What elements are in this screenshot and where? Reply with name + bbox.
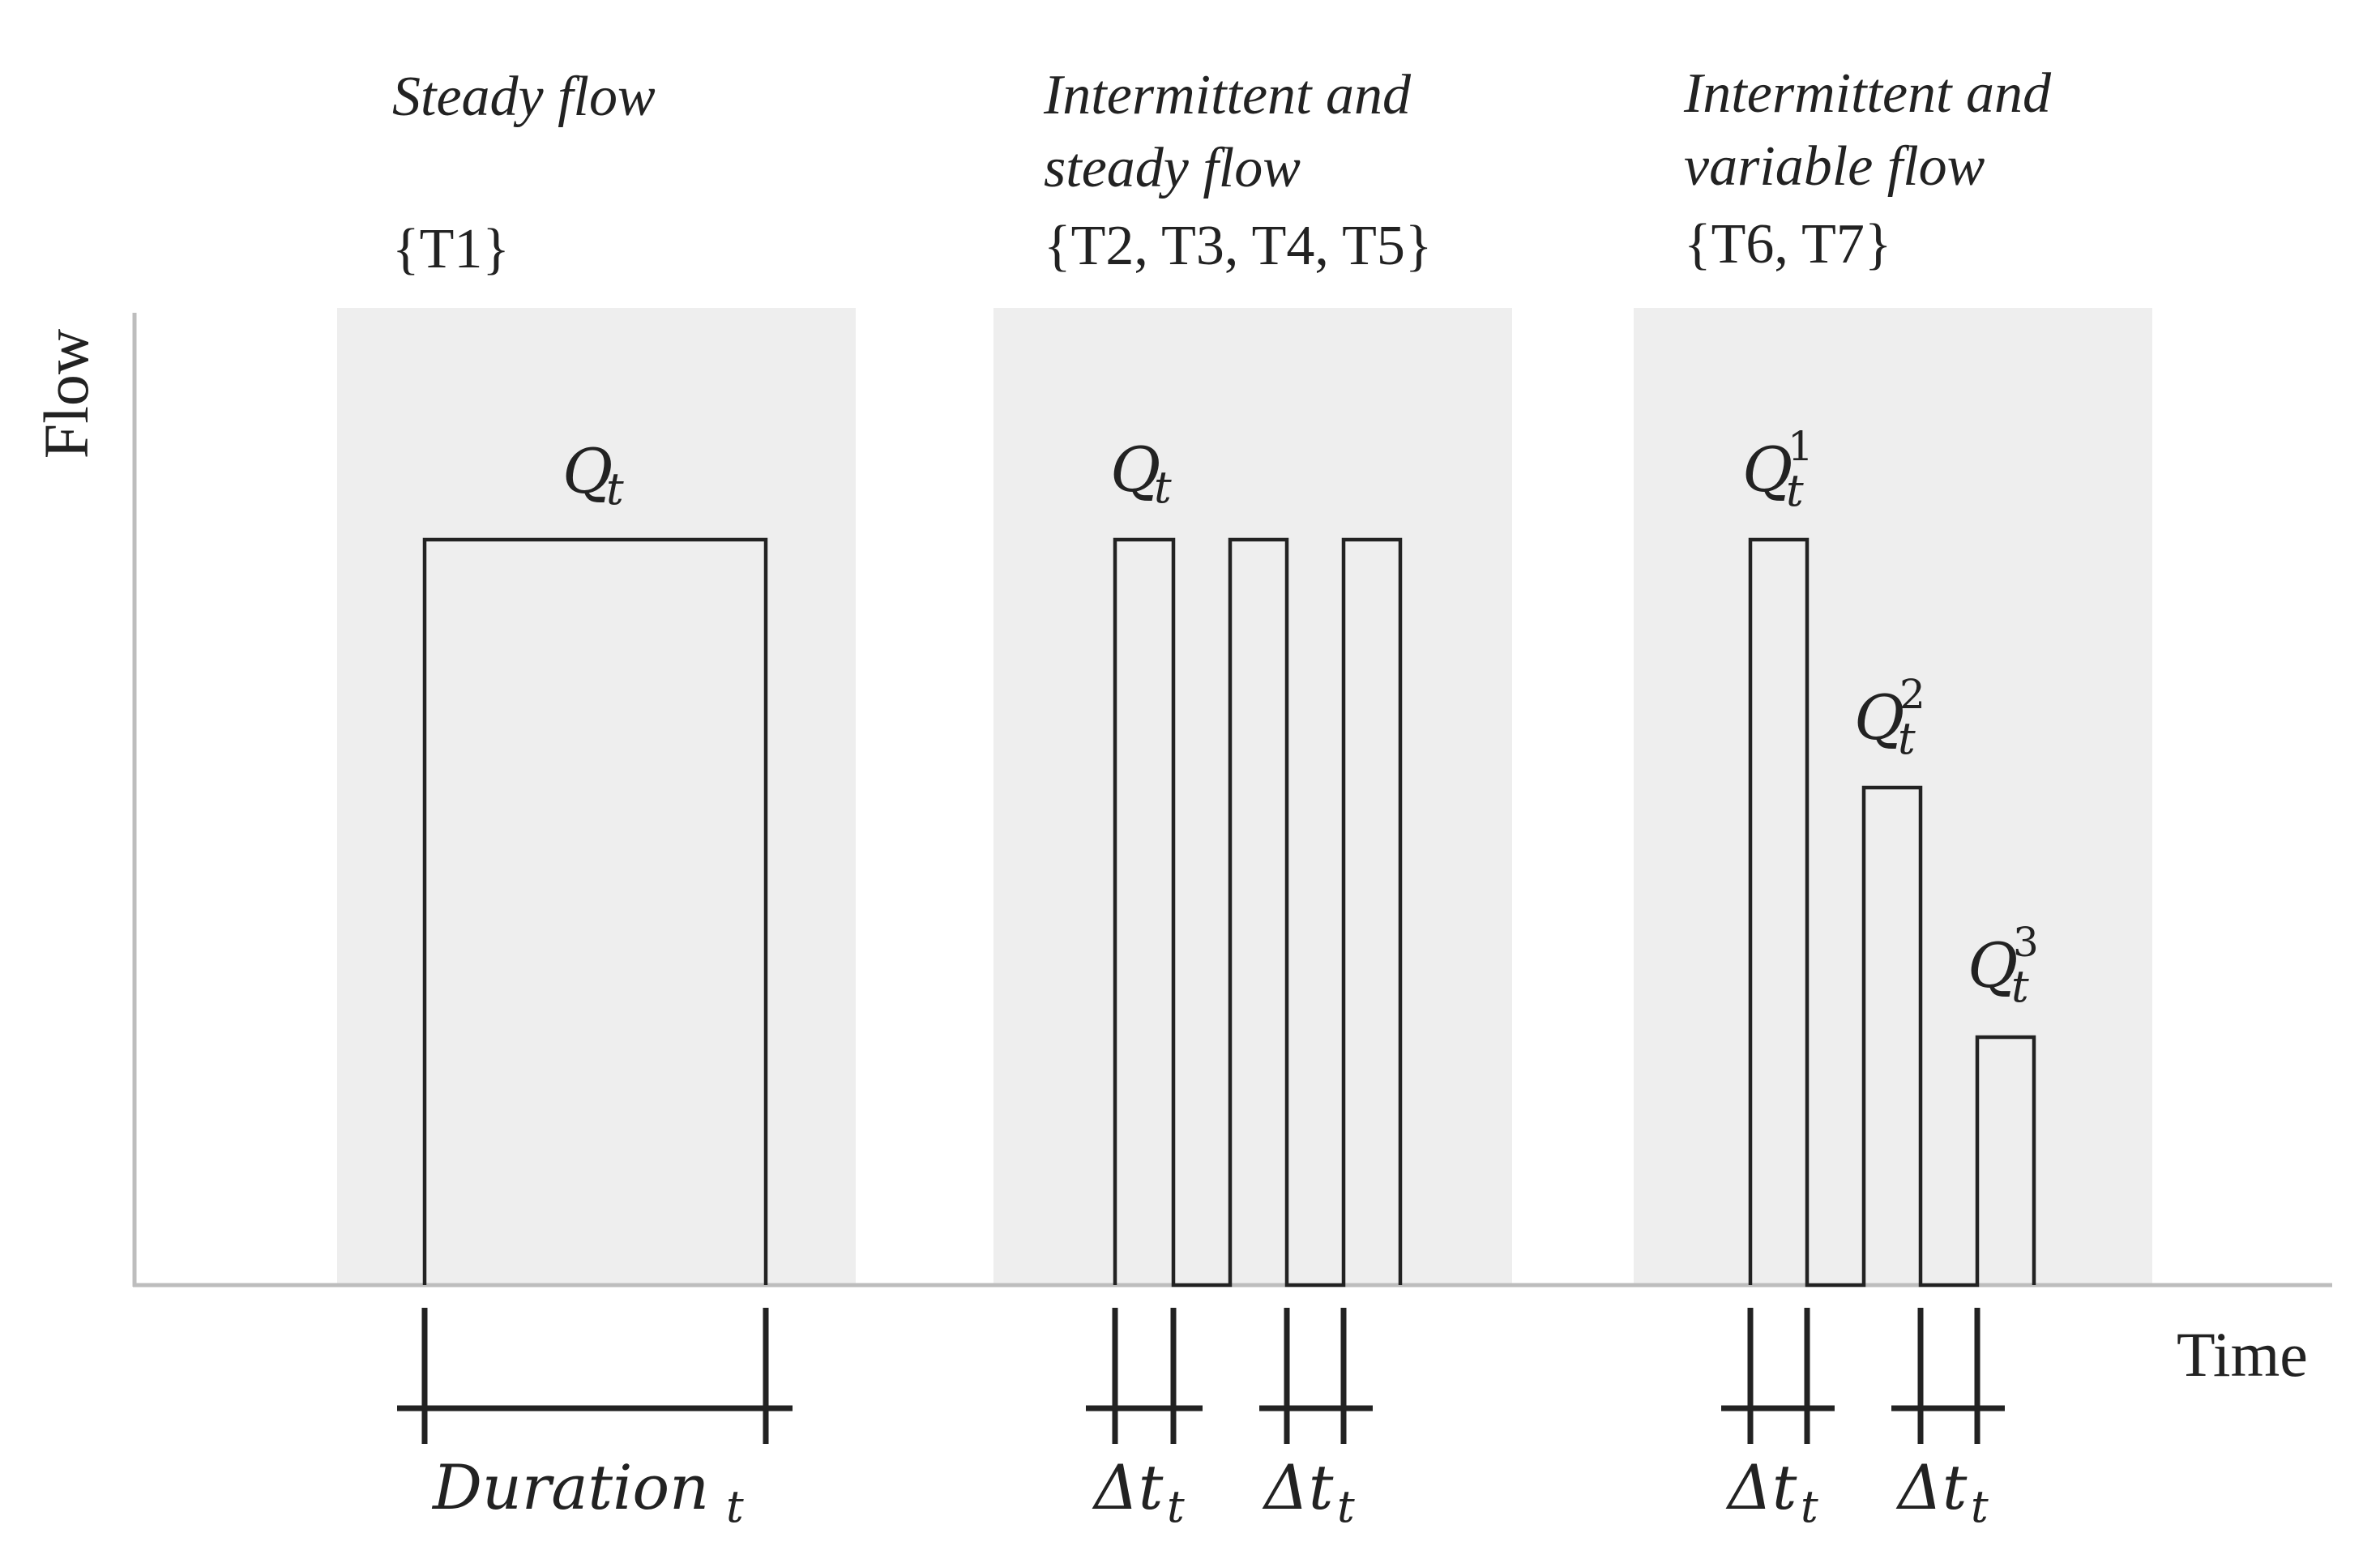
intermittent-steady-pulses	[1113, 537, 1403, 1288]
panel-title-intermittent-variable-line2: variable flow	[1684, 135, 1985, 198]
delta-label-variable-2: Δt t	[1895, 1451, 1989, 1532]
delta-marker-intermittent-1	[1086, 1308, 1203, 1444]
panel-band-intermittent-steady	[993, 308, 1512, 1285]
flow-label-steady: Q t	[562, 435, 624, 515]
svg-text:Q: Q	[1854, 681, 1904, 754]
panel-title-intermittent-steady-line1: Intermittent and	[1043, 64, 1412, 126]
x-axis-label: Time	[2177, 1319, 2308, 1390]
delta-label-intermittent-1: Δt t	[1092, 1451, 1185, 1532]
flow-label-variable-1: Q t 1	[1742, 423, 1814, 516]
svg-text:t: t	[1167, 1481, 1185, 1532]
svg-text:Δt: Δt	[1725, 1451, 1797, 1523]
svg-text:t: t	[1786, 465, 1804, 516]
panel-title-intermittent-steady-line2: steady flow	[1044, 137, 1301, 199]
svg-text:Δt: Δt	[1895, 1451, 1968, 1523]
panel-title-intermittent-variable-line1: Intermittent and	[1683, 62, 2052, 125]
panel-title-steady: Steady flow	[392, 66, 656, 128]
svg-text:t: t	[2011, 961, 2029, 1012]
y-axis-label: Flow	[31, 329, 101, 459]
panel-band-intermittent-variable	[1634, 308, 2152, 1285]
svg-text:Duration: Duration	[431, 1451, 709, 1523]
duration-label-steady: Duration t	[431, 1451, 744, 1532]
delta-label-variable-1: Δt t	[1725, 1451, 1818, 1532]
intermittent-variable-pulses	[1748, 537, 2036, 1288]
svg-text:t: t	[726, 1481, 744, 1532]
svg-text:Q: Q	[1110, 433, 1160, 506]
svg-text:2: 2	[1899, 671, 1925, 718]
svg-text:t: t	[1154, 462, 1172, 513]
delta-marker-intermittent-2	[1259, 1308, 1373, 1444]
panel-set-intermittent-steady: {T2, T3, T4, T5}	[1044, 215, 1432, 277]
svg-text:t: t	[1337, 1481, 1355, 1532]
svg-text:Δt: Δt	[1262, 1451, 1334, 1523]
svg-text:t: t	[1898, 713, 1916, 764]
svg-text:t: t	[1971, 1481, 1989, 1532]
svg-text:Δt: Δt	[1092, 1451, 1164, 1523]
flow-label-variable-2: Q t 2	[1854, 671, 1925, 764]
delta-label-intermittent-2: Δt t	[1262, 1451, 1355, 1532]
svg-text:Q: Q	[1968, 929, 2018, 1001]
duration-marker-steady	[397, 1308, 793, 1444]
panel-set-intermittent-variable: {T6, T7}	[1684, 213, 1891, 275]
steady-flow-pulse	[422, 537, 768, 1285]
svg-text:t: t	[1801, 1481, 1818, 1532]
svg-text:1: 1	[1788, 423, 1814, 470]
svg-text:Q: Q	[1742, 433, 1792, 506]
svg-text:Q: Q	[562, 435, 613, 507]
flow-label-intermittent: Q t	[1110, 433, 1172, 513]
flow-label-variable-3: Q t 3	[1968, 919, 2039, 1012]
panel-set-steady: {T1}	[392, 218, 510, 280]
svg-text:3: 3	[2013, 919, 2039, 966]
delta-marker-variable-1	[1721, 1308, 1835, 1444]
svg-text:t: t	[606, 463, 624, 515]
delta-marker-variable-2	[1891, 1308, 2005, 1444]
